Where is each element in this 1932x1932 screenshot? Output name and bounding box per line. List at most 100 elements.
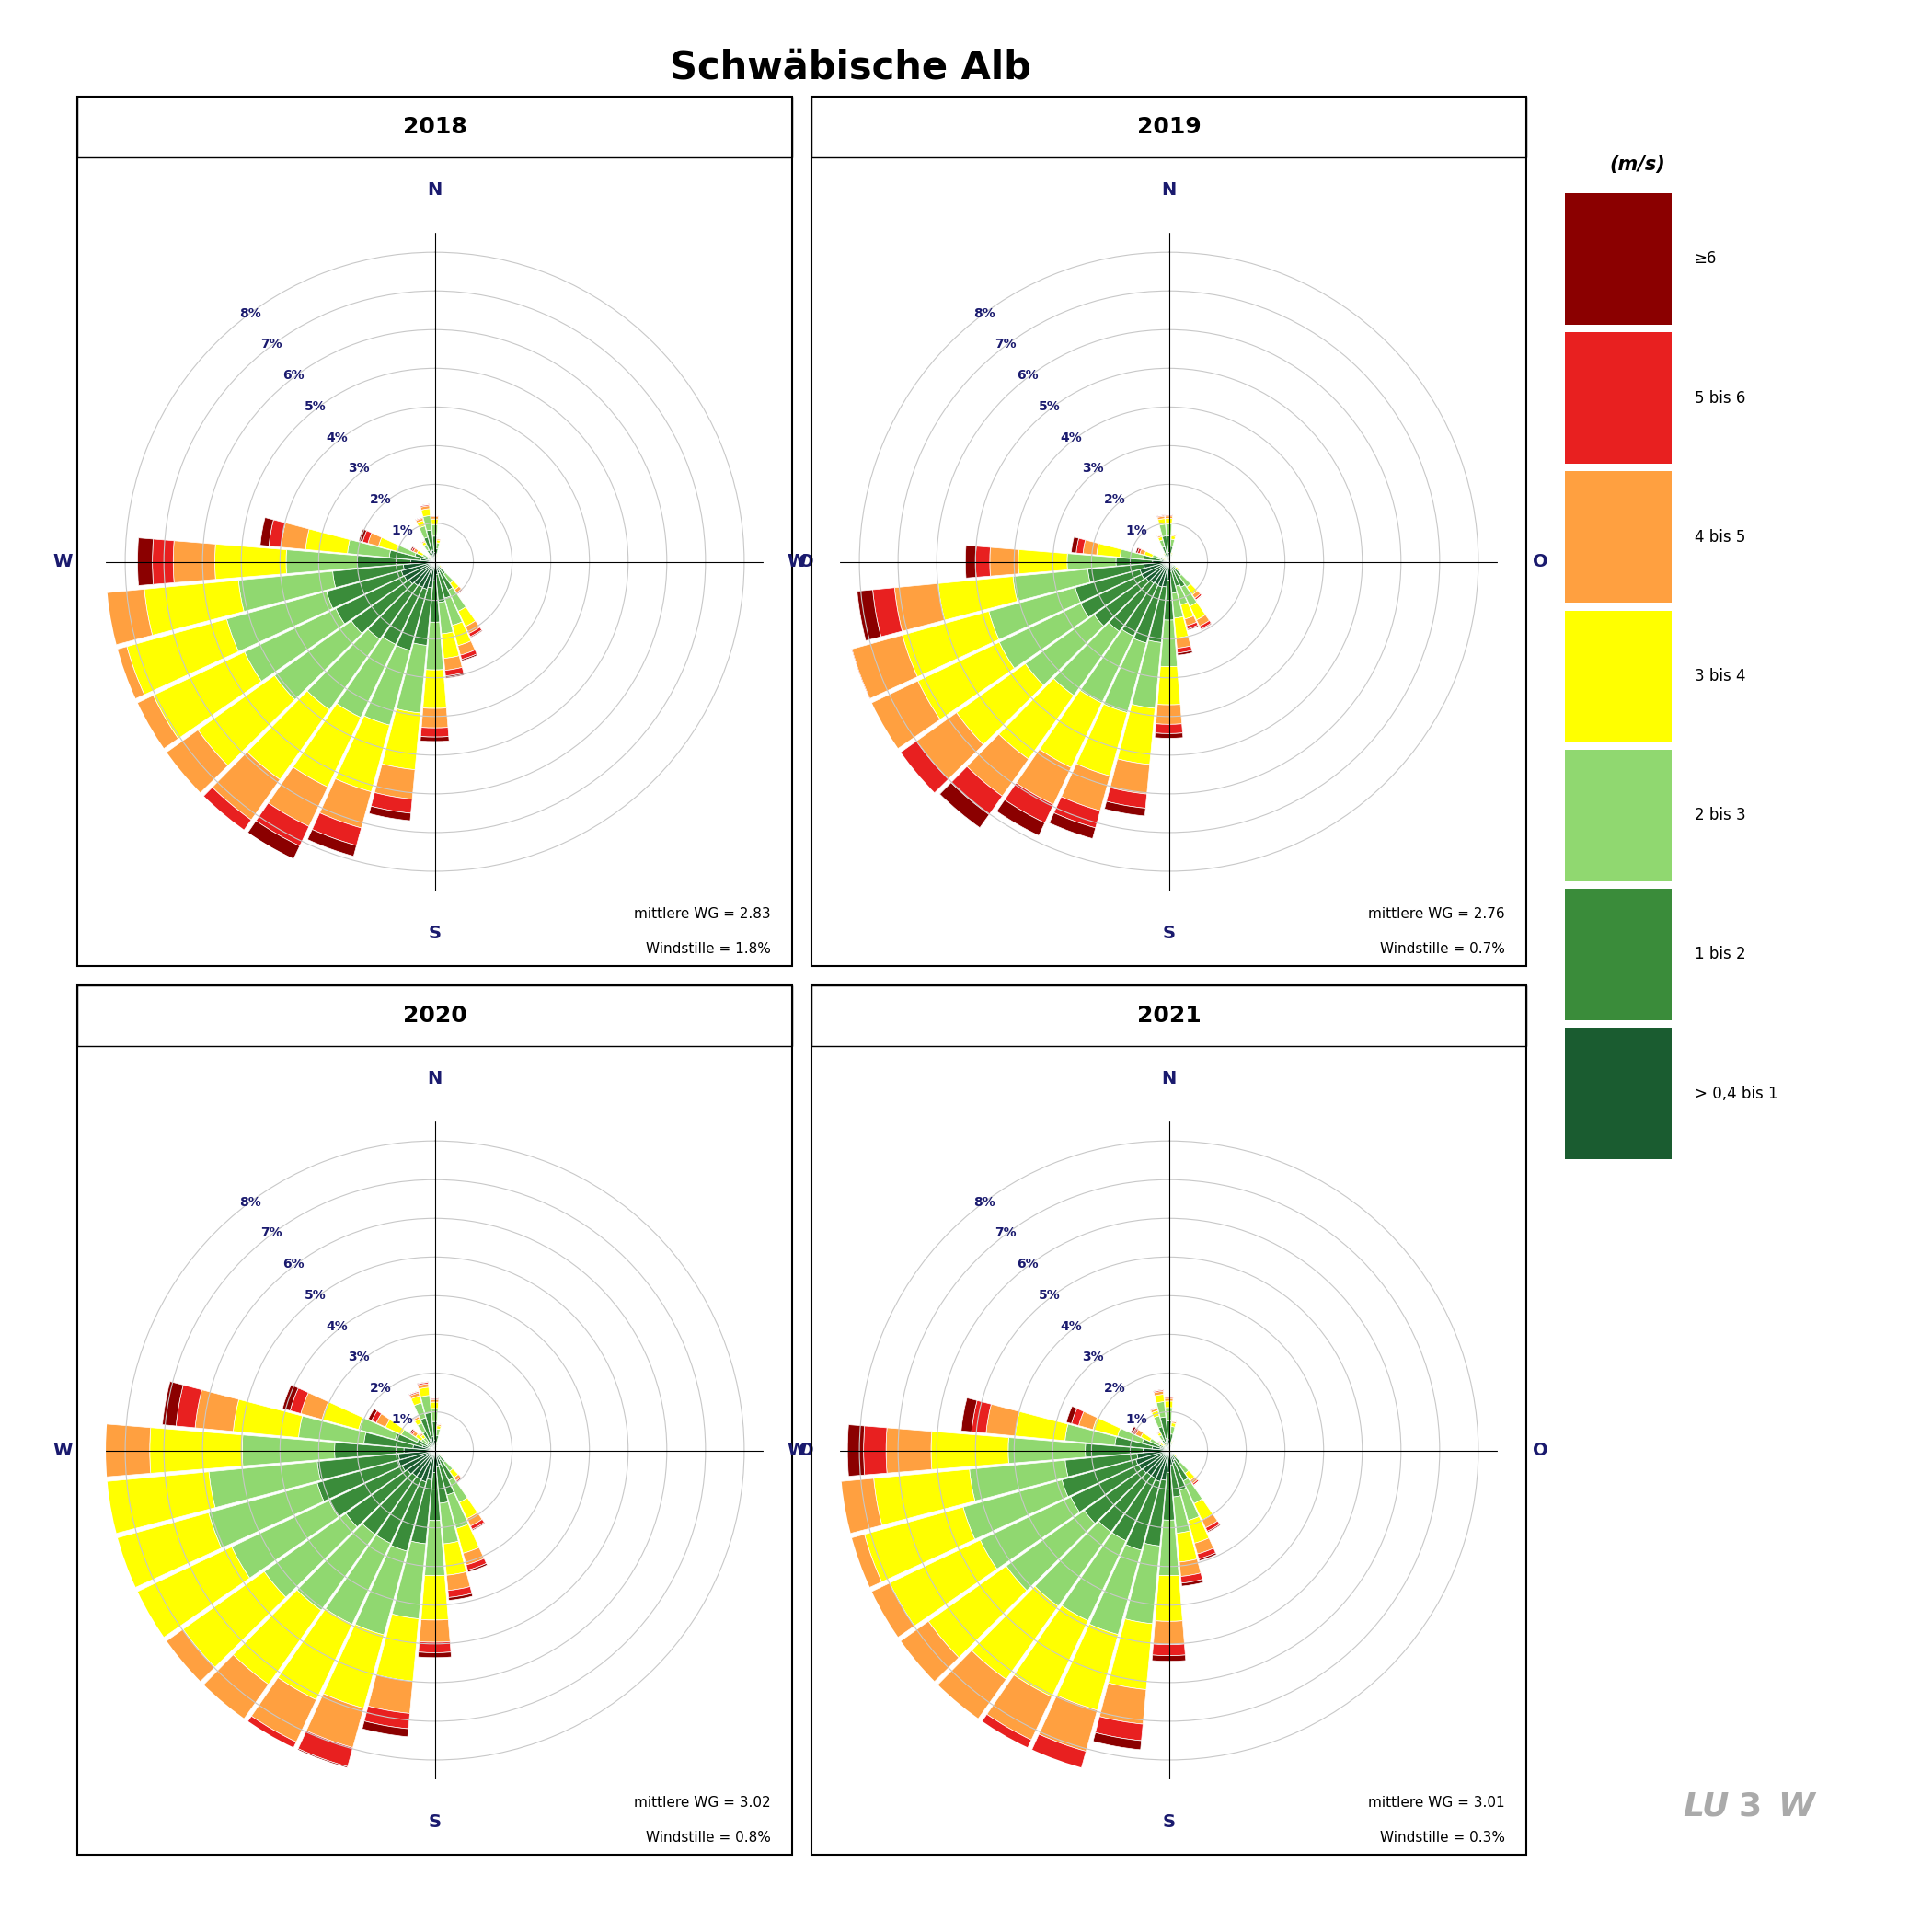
Bar bbox=[435, 1451, 440, 1464]
Bar bbox=[1173, 1463, 1186, 1490]
Bar bbox=[980, 1497, 1080, 1569]
Bar bbox=[1130, 1426, 1136, 1434]
Bar bbox=[419, 1619, 450, 1642]
Bar bbox=[1198, 1553, 1217, 1561]
Bar bbox=[404, 562, 435, 570]
Bar bbox=[153, 730, 228, 804]
Bar bbox=[402, 1451, 435, 1470]
Bar bbox=[1132, 1428, 1138, 1435]
Bar bbox=[1136, 1451, 1169, 1459]
Bar bbox=[1177, 1530, 1198, 1563]
Bar bbox=[421, 1575, 448, 1621]
Bar bbox=[1202, 624, 1211, 630]
Bar bbox=[1206, 1520, 1219, 1532]
Bar bbox=[1094, 1733, 1142, 1750]
Bar bbox=[184, 806, 238, 854]
Bar bbox=[421, 506, 429, 510]
Bar bbox=[323, 1403, 363, 1430]
Bar bbox=[966, 545, 976, 578]
Bar bbox=[916, 713, 983, 779]
Bar bbox=[213, 752, 280, 819]
Bar bbox=[195, 1389, 240, 1432]
Bar bbox=[1161, 558, 1167, 560]
Bar bbox=[1179, 1559, 1202, 1577]
Bar bbox=[974, 1714, 1032, 1762]
Bar bbox=[415, 518, 423, 524]
Bar bbox=[1175, 1455, 1177, 1457]
Bar bbox=[48, 1621, 110, 1692]
Bar bbox=[419, 526, 427, 539]
Bar bbox=[415, 518, 423, 520]
Bar bbox=[904, 1706, 960, 1758]
Bar bbox=[1039, 690, 1101, 767]
Bar bbox=[450, 1468, 458, 1478]
Bar bbox=[431, 1408, 439, 1422]
Bar bbox=[1165, 524, 1173, 535]
Bar bbox=[298, 1524, 375, 1609]
Bar bbox=[1140, 1434, 1151, 1441]
Text: 4%: 4% bbox=[1061, 1320, 1082, 1333]
Bar bbox=[402, 1430, 419, 1441]
Bar bbox=[435, 1451, 440, 1461]
Bar bbox=[423, 1445, 435, 1451]
Bar bbox=[1151, 1644, 1186, 1656]
Bar bbox=[423, 541, 427, 547]
Bar bbox=[1153, 1391, 1163, 1395]
Text: 5%: 5% bbox=[1037, 400, 1061, 413]
Bar bbox=[837, 1582, 914, 1660]
Bar bbox=[135, 1629, 214, 1708]
Bar bbox=[1194, 1480, 1200, 1486]
Bar bbox=[410, 1393, 419, 1399]
Bar bbox=[371, 1410, 381, 1422]
Bar bbox=[1192, 1480, 1198, 1486]
Bar bbox=[355, 1546, 408, 1634]
Bar bbox=[1196, 614, 1209, 626]
Bar bbox=[883, 1621, 958, 1696]
Bar bbox=[1099, 1472, 1151, 1532]
Bar bbox=[325, 1536, 390, 1625]
Bar bbox=[864, 1426, 887, 1474]
Text: 1%: 1% bbox=[390, 1412, 413, 1426]
Bar bbox=[1084, 539, 1099, 554]
Bar bbox=[371, 792, 412, 813]
Bar bbox=[319, 779, 371, 829]
Bar bbox=[153, 539, 174, 583]
Bar bbox=[421, 558, 435, 562]
Bar bbox=[458, 607, 475, 626]
Bar bbox=[1144, 562, 1169, 568]
Bar bbox=[1173, 1495, 1190, 1534]
Bar bbox=[423, 545, 429, 551]
Bar bbox=[1157, 535, 1161, 537]
Bar bbox=[429, 1472, 440, 1520]
Bar bbox=[471, 1519, 485, 1530]
Text: 1%: 1% bbox=[390, 524, 413, 537]
Bar bbox=[1165, 518, 1173, 524]
Bar bbox=[1163, 562, 1169, 587]
Bar bbox=[97, 1424, 151, 1478]
Text: 6%: 6% bbox=[1016, 369, 1037, 383]
Bar bbox=[413, 1445, 435, 1451]
Bar bbox=[918, 641, 1014, 719]
Bar bbox=[286, 551, 357, 574]
Bar bbox=[433, 537, 437, 553]
Bar bbox=[423, 562, 435, 589]
Bar bbox=[918, 1687, 976, 1743]
Bar bbox=[352, 580, 412, 634]
Bar bbox=[1165, 1401, 1173, 1408]
Bar bbox=[417, 1652, 452, 1658]
Bar bbox=[1076, 703, 1126, 777]
Bar bbox=[423, 537, 433, 553]
Bar bbox=[433, 1447, 435, 1451]
Bar bbox=[1155, 1395, 1165, 1403]
Text: 3%: 3% bbox=[348, 1350, 369, 1364]
Bar bbox=[307, 1694, 363, 1748]
Bar bbox=[29, 1633, 83, 1706]
Bar bbox=[290, 1387, 309, 1414]
Bar bbox=[1097, 543, 1121, 556]
Bar bbox=[100, 1472, 214, 1536]
Text: O: O bbox=[798, 1441, 813, 1459]
Bar bbox=[431, 551, 435, 562]
Bar bbox=[811, 97, 1526, 158]
Bar bbox=[261, 518, 274, 547]
Bar bbox=[1163, 535, 1169, 553]
